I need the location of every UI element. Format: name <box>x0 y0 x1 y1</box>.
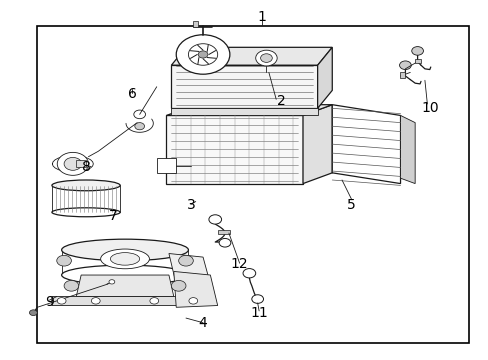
Circle shape <box>150 298 158 304</box>
Circle shape <box>57 298 66 304</box>
Ellipse shape <box>52 208 120 217</box>
Text: 9: 9 <box>45 295 54 309</box>
Circle shape <box>260 54 272 62</box>
Ellipse shape <box>101 249 149 269</box>
Circle shape <box>251 295 263 303</box>
Ellipse shape <box>110 253 140 265</box>
Circle shape <box>176 35 229 74</box>
Bar <box>37 26 468 343</box>
Circle shape <box>57 152 88 175</box>
Circle shape <box>57 255 71 266</box>
Text: 1: 1 <box>257 10 265 24</box>
Circle shape <box>64 157 81 170</box>
Polygon shape <box>173 271 217 307</box>
Polygon shape <box>414 59 420 63</box>
Polygon shape <box>76 160 86 167</box>
Polygon shape <box>166 116 303 184</box>
Text: 12: 12 <box>230 257 248 271</box>
Polygon shape <box>317 47 331 108</box>
Circle shape <box>135 123 144 130</box>
Polygon shape <box>76 275 173 297</box>
Circle shape <box>219 238 230 247</box>
Circle shape <box>91 298 100 304</box>
Ellipse shape <box>61 265 188 285</box>
Circle shape <box>208 215 221 224</box>
Polygon shape <box>61 250 188 275</box>
Text: 5: 5 <box>346 198 355 212</box>
Text: 3: 3 <box>186 198 195 212</box>
Polygon shape <box>217 230 229 234</box>
Text: 8: 8 <box>81 161 90 175</box>
Circle shape <box>399 61 410 69</box>
Circle shape <box>171 280 185 291</box>
Polygon shape <box>52 297 205 306</box>
Text: 11: 11 <box>250 306 267 320</box>
Circle shape <box>109 280 115 284</box>
Polygon shape <box>171 65 317 108</box>
Polygon shape <box>193 22 198 27</box>
Text: 7: 7 <box>108 209 117 223</box>
Circle shape <box>198 51 207 58</box>
Polygon shape <box>303 105 331 184</box>
Polygon shape <box>399 72 405 78</box>
Polygon shape <box>400 116 414 184</box>
Circle shape <box>134 110 145 119</box>
Circle shape <box>178 255 193 266</box>
Circle shape <box>255 50 277 66</box>
Polygon shape <box>52 185 120 212</box>
Circle shape <box>411 46 423 55</box>
Polygon shape <box>331 105 400 184</box>
Ellipse shape <box>52 180 120 191</box>
Text: 2: 2 <box>276 94 285 108</box>
Text: 10: 10 <box>420 101 438 115</box>
Circle shape <box>188 298 197 304</box>
Polygon shape <box>171 108 317 116</box>
Polygon shape <box>171 47 331 65</box>
Polygon shape <box>157 158 176 173</box>
Polygon shape <box>168 253 212 295</box>
Ellipse shape <box>61 239 188 261</box>
Text: 4: 4 <box>198 316 207 330</box>
Circle shape <box>243 269 255 278</box>
Text: 6: 6 <box>128 87 137 101</box>
Polygon shape <box>166 105 331 116</box>
Circle shape <box>29 310 37 316</box>
Circle shape <box>188 44 217 65</box>
Circle shape <box>64 280 79 291</box>
